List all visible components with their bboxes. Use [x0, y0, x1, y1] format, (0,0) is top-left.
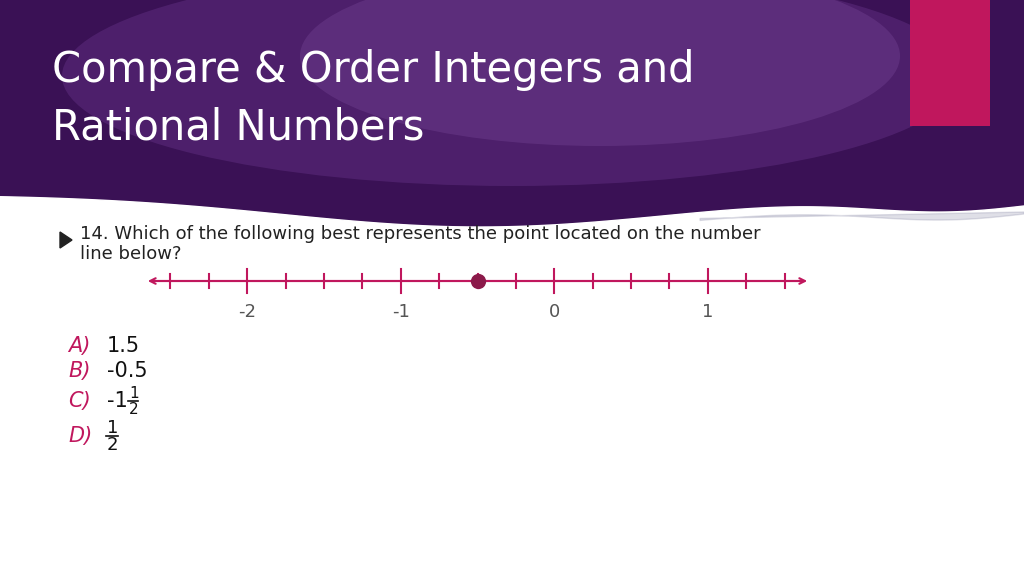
Text: C): C) [68, 391, 91, 411]
Ellipse shape [62, 0, 962, 186]
Text: B): B) [68, 361, 90, 381]
Text: 0: 0 [549, 303, 560, 321]
Text: 14. Which of the following best represents the point located on the number: 14. Which of the following best represen… [80, 225, 761, 243]
Text: Rational Numbers: Rational Numbers [52, 107, 424, 149]
Polygon shape [60, 232, 72, 248]
Text: D): D) [68, 426, 92, 446]
Polygon shape [700, 212, 1024, 221]
Text: 2: 2 [129, 401, 138, 416]
Text: 1: 1 [129, 386, 138, 401]
Bar [910, 0, 990, 126]
Text: line below?: line below? [80, 245, 181, 263]
Text: -1: -1 [392, 303, 410, 321]
Ellipse shape [300, 0, 900, 146]
Text: 1: 1 [106, 419, 119, 437]
Text: A): A) [68, 336, 90, 356]
Text: -2: -2 [239, 303, 256, 321]
Text: Compare & Order Integers and: Compare & Order Integers and [52, 49, 694, 91]
Text: 2: 2 [106, 436, 119, 454]
Polygon shape [0, 196, 1024, 576]
Text: -0.5: -0.5 [106, 361, 147, 381]
Text: 1.5: 1.5 [106, 336, 140, 356]
Text: 1: 1 [702, 303, 714, 321]
Text: -1: -1 [106, 391, 128, 411]
Polygon shape [0, 0, 1024, 227]
